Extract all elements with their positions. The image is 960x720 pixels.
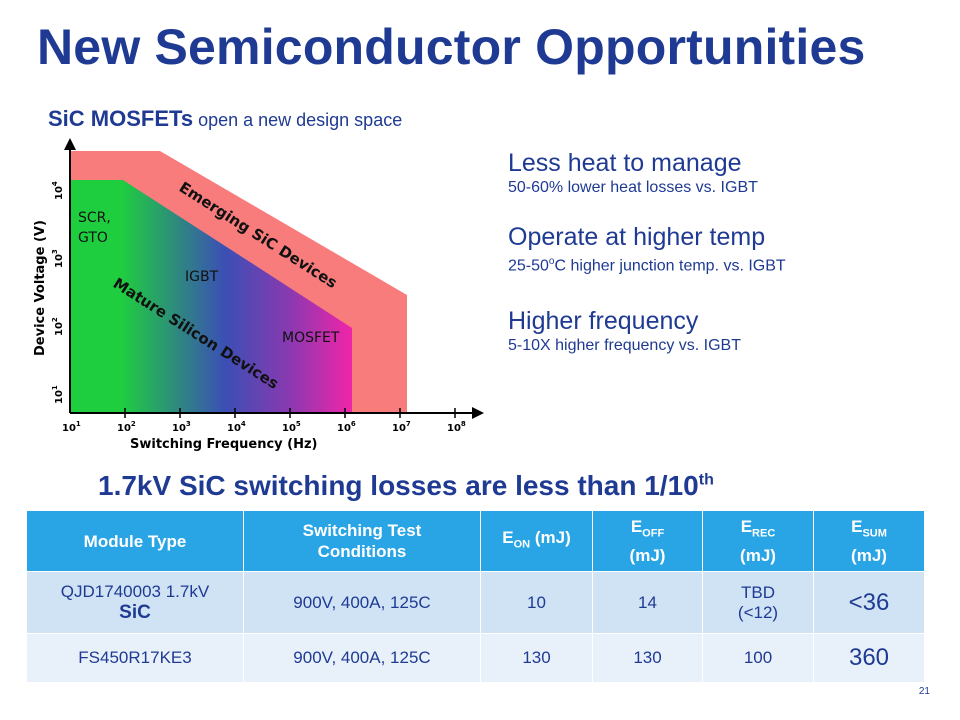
cell-module: FS450R17KE3 bbox=[26, 633, 244, 683]
cell-esum: <36 bbox=[813, 571, 925, 634]
header-erec-e: E bbox=[740, 517, 753, 537]
x-tick-label: 101 bbox=[62, 420, 81, 434]
subtitle-bold: SiC MOSFETs bbox=[48, 106, 194, 131]
cell-eon: 130 bbox=[480, 633, 593, 683]
x-tick-label: 107 bbox=[392, 420, 411, 434]
module-name: QJD1740003 1.7kV bbox=[60, 581, 210, 601]
benefit-frequency-head: Higher frequency bbox=[508, 307, 699, 335]
y-axis-label: Device Voltage (V) bbox=[33, 220, 48, 356]
x-tick-label: 106 bbox=[337, 420, 356, 434]
y-tick-labels: 101 102 103 104 bbox=[51, 181, 65, 404]
mature-silicon-region bbox=[70, 180, 352, 413]
benefit-temp: Operate at higher temp 25-50oC higher ju… bbox=[508, 222, 786, 276]
module-sic: SiC bbox=[119, 601, 151, 623]
cell-conditions: 900V, 400A, 125C bbox=[243, 571, 481, 634]
header-erec-unit: (mJ) bbox=[740, 545, 776, 565]
header-module-type: Module Type bbox=[26, 510, 244, 572]
cell-eon: 10 bbox=[480, 571, 593, 634]
header-esum-e: E bbox=[851, 517, 863, 537]
cell-erec: 100 bbox=[702, 633, 814, 683]
slide-number: 21 bbox=[918, 686, 930, 697]
benefit-temp-sub-pre: 25-50 bbox=[508, 257, 549, 275]
header-eon-e: E bbox=[502, 527, 514, 547]
header-eon: EON (mJ) bbox=[480, 510, 593, 572]
igbt-label: IGBT bbox=[185, 269, 219, 285]
x-tick-label: 104 bbox=[227, 420, 246, 434]
diagram-subtitle: SiC MOSFETs open a new design space bbox=[48, 106, 402, 132]
y-tick-label: 104 bbox=[51, 181, 65, 200]
benefit-heat-head: Less heat to manage bbox=[508, 149, 742, 177]
header-eon-unit: (mJ) bbox=[530, 527, 571, 547]
y-tick-label: 103 bbox=[51, 249, 65, 268]
benefit-temp-sub: 25-50oC higher junction temp. vs. IGBT bbox=[508, 252, 786, 276]
cell-conditions: 900V, 400A, 125C bbox=[243, 633, 481, 683]
header-test-conditions: Switching Test Conditions bbox=[243, 510, 481, 572]
scr-label: SCR, bbox=[78, 210, 111, 226]
slide-title: New Semiconductor Opportunities bbox=[37, 19, 866, 75]
header-eoff-sub: OFF bbox=[642, 527, 665, 540]
benefit-heat: Less heat to manage 50-60% lower heat lo… bbox=[508, 148, 758, 198]
x-axis-label: Switching Frequency (Hz) bbox=[130, 437, 318, 452]
design-space-diagram: 101 102 103 104 105 106 107 108 101 102 103 104 Sw… bbox=[33, 138, 484, 452]
x-tick-marks bbox=[124, 408, 456, 418]
gto-label: GTO bbox=[78, 230, 108, 246]
table-header-row: Module Type Switching Test Conditions EON… bbox=[26, 510, 925, 572]
x-tick-labels: 101 102 103 104 105 106 107 108 bbox=[62, 420, 466, 434]
mosfet-label: MOSFET bbox=[282, 330, 340, 346]
table-row: FS450R17KE3 900V, 400A, 125C 130 130 100… bbox=[26, 633, 925, 683]
degree-sup: o bbox=[548, 256, 555, 267]
cell-eoff: 130 bbox=[592, 633, 703, 683]
x-tick-label: 108 bbox=[447, 420, 466, 434]
table-row: QJD1740003 1.7kV SiC 900V, 400A, 125C 10 … bbox=[26, 571, 925, 634]
header-eoff: EOFF (mJ) bbox=[592, 510, 703, 572]
benefit-temp-sub-post: C higher junction temp. vs. IGBT bbox=[554, 257, 786, 275]
header-erec: EREC (mJ) bbox=[702, 510, 814, 572]
header-esum-sub: SUM bbox=[862, 527, 887, 540]
y-tick-label: 101 bbox=[51, 385, 65, 404]
y-tick-label: 102 bbox=[51, 317, 65, 336]
header-eon-sub: ON bbox=[513, 538, 531, 551]
y-axis-arrow bbox=[64, 138, 76, 150]
benefit-temp-head: Operate at higher temp bbox=[508, 223, 766, 251]
benefit-frequency-sub: 5-10X higher frequency vs. IGBT bbox=[508, 337, 741, 354]
erec-estimate: (<12) bbox=[737, 602, 779, 622]
header-cond-line1: Switching Test bbox=[302, 521, 422, 540]
header-erec-sub: REC bbox=[752, 527, 776, 540]
x-tick-label: 103 bbox=[172, 420, 191, 434]
benefit-heat-sub: 50-60% lower heat losses vs. IGBT bbox=[508, 179, 758, 196]
cell-esum: 360 bbox=[813, 633, 925, 683]
x-tick-label: 102 bbox=[117, 420, 136, 434]
switching-loss-table: Module Type Switching Test Conditions EON… bbox=[26, 510, 925, 683]
subtitle-rest: open a new design space bbox=[193, 110, 403, 130]
benefit-frequency: Higher frequency 5-10X higher frequency … bbox=[508, 306, 741, 356]
x-tick-label: 105 bbox=[282, 420, 301, 434]
header-esum-unit: (mJ) bbox=[851, 545, 887, 565]
headline-text: 1.7kV SiC switching losses are less than… bbox=[98, 470, 699, 501]
headline-sup: th bbox=[698, 471, 714, 489]
cell-erec: TBD (<12) bbox=[702, 571, 814, 634]
header-eoff-unit: (mJ) bbox=[629, 545, 666, 565]
header-cond-line2: Conditions bbox=[317, 542, 407, 561]
switching-loss-headline: 1.7kV SiC switching losses are less than… bbox=[98, 470, 714, 502]
header-eoff-e: E bbox=[630, 517, 643, 537]
header-esum: ESUM (mJ) bbox=[813, 510, 925, 572]
cell-module: QJD1740003 1.7kV SiC bbox=[26, 571, 244, 634]
x-axis-arrow bbox=[472, 407, 484, 419]
cell-eoff: 14 bbox=[592, 571, 703, 634]
erec-tbd: TBD bbox=[741, 582, 775, 602]
